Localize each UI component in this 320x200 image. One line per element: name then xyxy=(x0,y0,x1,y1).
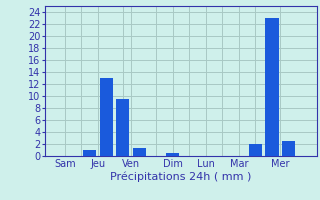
Bar xyxy=(83,150,96,156)
Bar xyxy=(100,78,113,156)
Bar xyxy=(116,99,129,156)
Bar xyxy=(282,141,295,156)
X-axis label: Précipitations 24h ( mm ): Précipitations 24h ( mm ) xyxy=(110,172,252,182)
Bar xyxy=(166,153,179,156)
Bar xyxy=(265,18,279,156)
Bar xyxy=(133,148,146,156)
Bar xyxy=(249,144,262,156)
